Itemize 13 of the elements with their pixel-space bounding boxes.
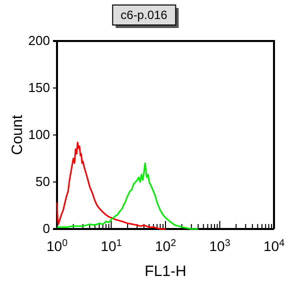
x-axis-title: FL1-H [144,263,186,280]
y-axis-title: Count [9,114,26,156]
x-tick-label: 10$^{2}$ [154,237,176,254]
y-tick-label: 200 [28,33,50,48]
x-tick-label: 10$^{1}$ [100,237,122,254]
y-tick-label: 150 [28,80,50,96]
y-tick-label: 50 [36,174,50,190]
x-tick-label: 10$^{4}$ [263,237,286,254]
x-tick-label: 10$^{3}$ [209,237,231,254]
y-tick-label: 0 [42,221,50,236]
chart-title: c6-p.016 [120,8,168,22]
x-tick-label: 10$^{0}$ [46,237,68,254]
y-tick-label: 100 [28,127,50,142]
